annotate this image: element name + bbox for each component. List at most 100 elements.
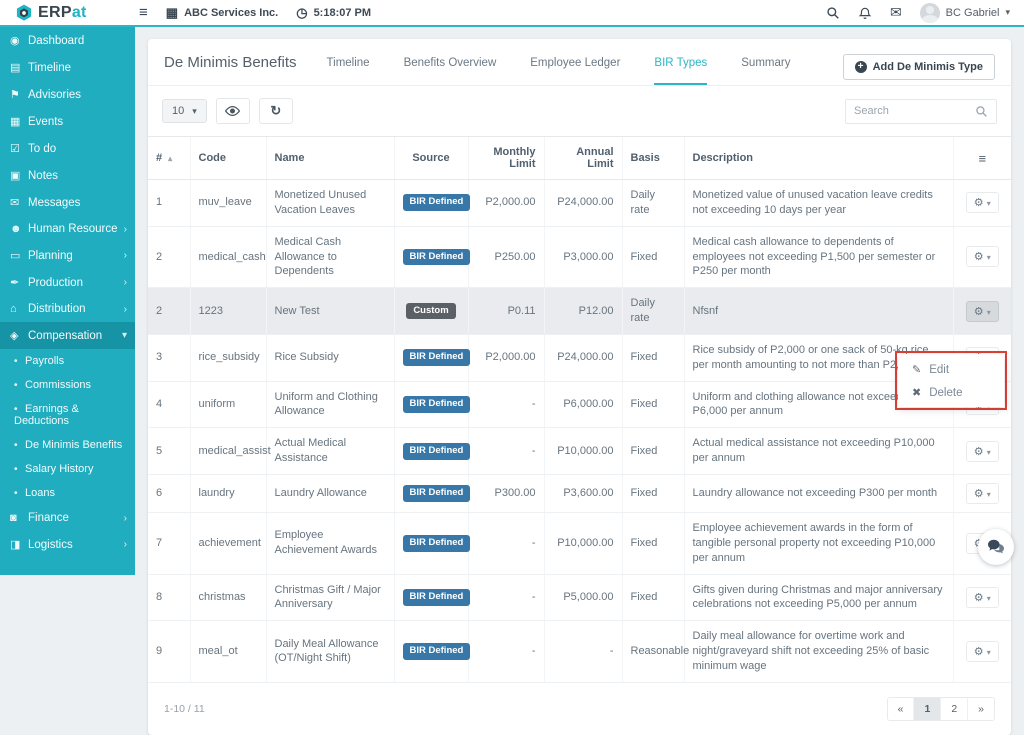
sidebar-item-logistics[interactable]: › ◨ Logistics [10,539,127,551]
compensation-icon: ◈ [10,330,19,342]
sidebar-item-messages[interactable]: ✉ Messages [10,197,81,209]
company-selector[interactable]: ▦ ABC Services Inc. [166,6,278,19]
chevron-down-icon: ▾ [192,105,197,116]
table-row[interactable]: 5 medical_assist Actual Medical Assistance… [148,427,1011,475]
row-actions-button[interactable]: ⚙ ▾ [965,640,999,662]
user-menu[interactable]: BC Gabriel ▾ [919,2,1010,23]
header-monthly-limit[interactable]: Monthly Limit [467,136,544,180]
table-row[interactable]: 1 muv_leave Monetized Unused Vacation Leav… [148,179,1011,227]
next-page-button[interactable]: » [967,697,994,720]
header-actions[interactable]: ≡ [952,136,1011,180]
gears-icon: ⚙ [973,305,984,318]
sidebar-item-compensation[interactable]: ▾ ◈ Compensation [0,322,135,349]
sidebar-item-human-resource[interactable]: › ☻ Human Resource [10,223,127,235]
tab-bir-types[interactable]: BIR Types [654,57,708,85]
table-row[interactable]: 6 laundry Laundry Allowance BIR Defined P3… [148,474,1011,513]
chat-fab-button[interactable] [978,529,1014,565]
clock-icon: ◷ [296,5,308,20]
tab-summary[interactable]: Summary [741,57,791,69]
page-1-button[interactable]: 1 [913,697,941,720]
sidebar-item-loans[interactable]: • Loans [14,487,55,499]
bullet-icon: • [14,464,18,475]
sidebar-item-planning[interactable]: › ▭ Planning [10,250,127,262]
table-row[interactable]: 4 uniform Uniform and Clothing Allowance B… [148,381,1011,429]
header-name[interactable]: Name [265,136,394,180]
sidebar-item-de-minimis-benefits[interactable]: • De Minimis Benefits [14,439,123,451]
header-description[interactable]: Description [683,136,953,180]
sidebar-item-advisories[interactable]: ⚑ Advisories [10,89,82,101]
delete-menu-item[interactable]: ✖ Delete [912,386,963,400]
edit-menu-item[interactable]: ✎ Edit [912,363,950,377]
sidebar-item-todo[interactable]: ☑ To do [10,143,57,155]
sidebar-item-notes[interactable]: ▣ Notes [10,170,59,182]
card-header: De Minimis Benefits Timeline Benefits Ov… [148,39,1011,86]
row-range-label: 1-10 / 11 [164,702,205,715]
table-row-selected[interactable]: 2 1223 New Test Custom P0.11 P12.00 Daily r… [148,287,1011,335]
table-row[interactable]: 8 christmas Christmas Gift / Major Anniver… [148,574,1011,622]
row-actions-button[interactable]: ⚙ ▾ [965,192,999,214]
search-input[interactable] [854,105,975,117]
source-badge: BIR Defined [402,248,471,266]
gears-icon: ⚙ [973,487,984,500]
page-2-button[interactable]: 2 [940,697,968,720]
table-wrap: # ▴ Code Name Source Monthly Limit Annual… [148,136,1011,683]
topbar: ERPat ≡ ▦ ABC Services Inc. ◷ 5:18:07 PM… [0,0,1024,27]
source-badge: BIR Defined [402,349,471,367]
sidebar-toggle-icon[interactable]: ≡ [139,4,148,21]
row-actions-button-open[interactable]: ⚙ ▾ [965,300,999,322]
table-row[interactable]: 3 rice_subsidy Rice Subsidy BIR Defined P2… [148,334,1011,382]
header-num[interactable]: # ▴ [148,136,190,180]
table-toolbar: 10 ▾ ↻ [148,86,1011,136]
sidebar-item-timeline[interactable]: ▤ Timeline [10,62,72,74]
annotation-highlight: ✎ Edit ✖ Delete [895,351,1007,410]
table-row[interactable]: 7 achievement Employee Achievement Awards … [148,512,1011,575]
row-actions-button[interactable]: ⚙ ▾ [965,586,999,608]
sidebar-item-commissions[interactable]: • Commissions [14,379,92,391]
prev-page-button[interactable]: « [887,697,914,720]
sidebar-item-distribution[interactable]: › ⌂ Distribution [10,303,127,315]
chevron-right-icon: › [123,250,127,261]
page-size-select[interactable]: 10 ▾ [162,99,207,123]
table-search [845,98,997,124]
column-visibility-button[interactable] [215,98,250,124]
sidebar-item-events[interactable]: ▦ Events [10,116,64,128]
tab-benefits-overview[interactable]: Benefits Overview [403,57,497,69]
chevron-down-icon: ▾ [986,447,991,457]
row-actions-button[interactable]: ⚙ ▾ [965,482,999,504]
current-time: 5:18:07 PM [313,6,372,19]
add-de-minimis-type-button[interactable]: + Add De Minimis Type [842,54,995,80]
app-logo[interactable]: ERPat [14,3,135,23]
sidebar-item-earnings-deductions[interactable]: • Earnings & Deductions [14,403,79,427]
source-badge: BIR Defined [402,194,471,212]
logo-icon [16,4,32,21]
list-icon: ≡ [978,150,987,166]
tab-employee-ledger[interactable]: Employee Ledger [530,57,621,69]
gears-icon: ⚙ [973,251,984,264]
header-source[interactable]: Source [393,136,468,180]
sidebar-item-dashboard[interactable]: ◉ Dashboard [10,35,85,47]
notifications-button[interactable] [858,6,872,20]
header-annual-limit[interactable]: Annual Limit [543,136,622,180]
row-actions-button[interactable]: ⚙ ▾ [965,440,999,462]
building-icon: ▦ [165,5,179,20]
refresh-button[interactable]: ↻ [258,98,293,124]
table-row[interactable]: 9 meal_ot Daily Meal Allowance (OT/Night S… [148,620,1011,683]
tab-timeline[interactable]: Timeline [326,57,370,69]
gears-icon: ⚙ [973,591,984,604]
page-title: De Minimis Benefits [164,54,297,71]
clock-display: ◷ 5:18:07 PM [296,6,371,19]
sidebar-item-salary-history[interactable]: • Salary History [14,463,94,475]
gears-icon: ⚙ [973,445,984,458]
row-actions-button[interactable]: ⚙ ▾ [965,246,999,268]
table-row[interactable]: 2 medical_cash Medical Cash Allowance to D… [148,226,1011,289]
header-code[interactable]: Code [189,136,266,180]
messages-button[interactable]: ✉ [890,4,902,21]
global-search-button[interactable] [826,6,840,20]
main-content: De Minimis Benefits Timeline Benefits Ov… [135,27,1024,735]
gears-icon: ⚙ [973,645,984,658]
sidebar-item-finance[interactable]: › ◙ Finance [10,512,127,524]
sidebar-item-payrolls[interactable]: • Payrolls [14,355,65,367]
sidebar-item-production[interactable]: › ✒ Production [10,277,127,289]
finance-icon: ◙ [10,512,17,524]
header-basis[interactable]: Basis [621,136,684,180]
